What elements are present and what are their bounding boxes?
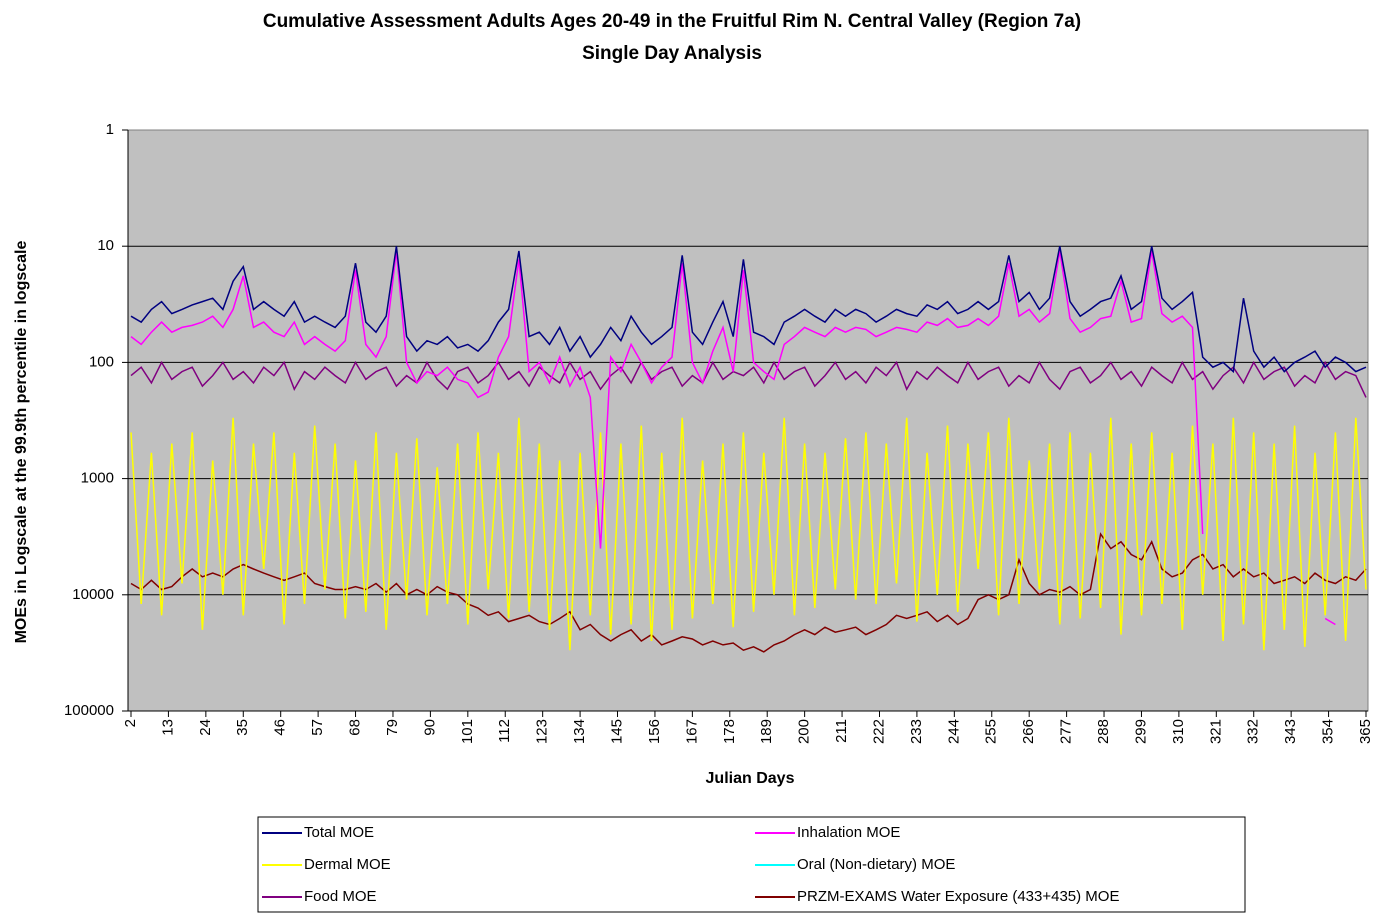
y-tick-label: 1 bbox=[106, 121, 114, 138]
legend-label: Oral (Non-dietary) MOE bbox=[797, 856, 955, 873]
y-tick-label: 1000 bbox=[81, 470, 114, 487]
y-axis-title: MOEs in Logscale at the 99.9th percentil… bbox=[13, 241, 30, 644]
legend-label: PRZM-EXAMS Water Exposure (433+435) MOE bbox=[797, 888, 1119, 905]
x-tick-label: 277 bbox=[1058, 719, 1075, 744]
y-tick-label: 10000 bbox=[72, 586, 114, 603]
x-tick-label: 167 bbox=[683, 719, 700, 744]
y-tick-label: 100 bbox=[89, 353, 114, 370]
series-line bbox=[130, 417, 1367, 651]
series-line bbox=[130, 250, 1336, 626]
y-tick-label: 10 bbox=[97, 237, 114, 254]
x-axis-title: Julian Days bbox=[706, 770, 795, 787]
x-tick-label: 310 bbox=[1170, 719, 1187, 744]
plot-area bbox=[127, 129, 1369, 712]
x-tick-label: 123 bbox=[534, 719, 551, 744]
x-tick-label: 2 bbox=[122, 719, 139, 727]
x-tick-label: 244 bbox=[945, 719, 962, 744]
x-tick-label: 35 bbox=[234, 719, 251, 736]
x-tick-label: 24 bbox=[197, 719, 214, 736]
x-tick-label: 266 bbox=[1020, 719, 1037, 744]
x-tick-label: 233 bbox=[908, 719, 925, 744]
x-tick-label: 112 bbox=[496, 719, 513, 743]
legend-label: Total MOE bbox=[304, 824, 374, 841]
x-tick-label: 299 bbox=[1132, 719, 1149, 744]
legend-label: Food MOE bbox=[304, 888, 377, 905]
series-line bbox=[130, 246, 1367, 374]
x-tick-label: 365 bbox=[1357, 719, 1374, 744]
x-tick-label: 57 bbox=[309, 719, 326, 736]
legend-label: Dermal MOE bbox=[304, 856, 391, 873]
x-tick-label: 134 bbox=[571, 719, 588, 744]
x-tick-label: 46 bbox=[272, 719, 289, 736]
x-tick-label: 321 bbox=[1207, 719, 1224, 744]
x-tick-label: 222 bbox=[870, 719, 887, 744]
x-tick-label: 189 bbox=[758, 719, 775, 744]
x-tick-label: 156 bbox=[646, 719, 663, 744]
x-tick-label: 332 bbox=[1245, 719, 1262, 744]
series-line bbox=[130, 360, 1367, 398]
x-tick-label: 90 bbox=[421, 719, 438, 736]
x-tick-label: 255 bbox=[983, 719, 1000, 744]
x-tick-label: 79 bbox=[384, 719, 401, 736]
legend-box bbox=[257, 816, 1246, 913]
x-tick-label: 145 bbox=[608, 719, 625, 744]
chart-subtitle: Single Day Analysis bbox=[582, 43, 762, 64]
x-tick-label: 101 bbox=[459, 719, 476, 744]
legend-label: Inhalation MOE bbox=[797, 824, 900, 841]
x-tick-label: 211 bbox=[833, 719, 850, 743]
x-tick-label: 343 bbox=[1282, 719, 1299, 744]
chart-title: Cumulative Assessment Adults Ages 20-49 … bbox=[263, 11, 1081, 32]
x-tick-label: 200 bbox=[796, 719, 813, 744]
x-tick-label: 354 bbox=[1320, 719, 1337, 744]
x-tick-label: 13 bbox=[159, 719, 176, 736]
x-tick-label: 178 bbox=[721, 719, 738, 744]
y-tick-label: 100000 bbox=[64, 702, 114, 719]
x-tick-label: 288 bbox=[1095, 719, 1112, 744]
x-tick-label: 68 bbox=[347, 719, 364, 736]
